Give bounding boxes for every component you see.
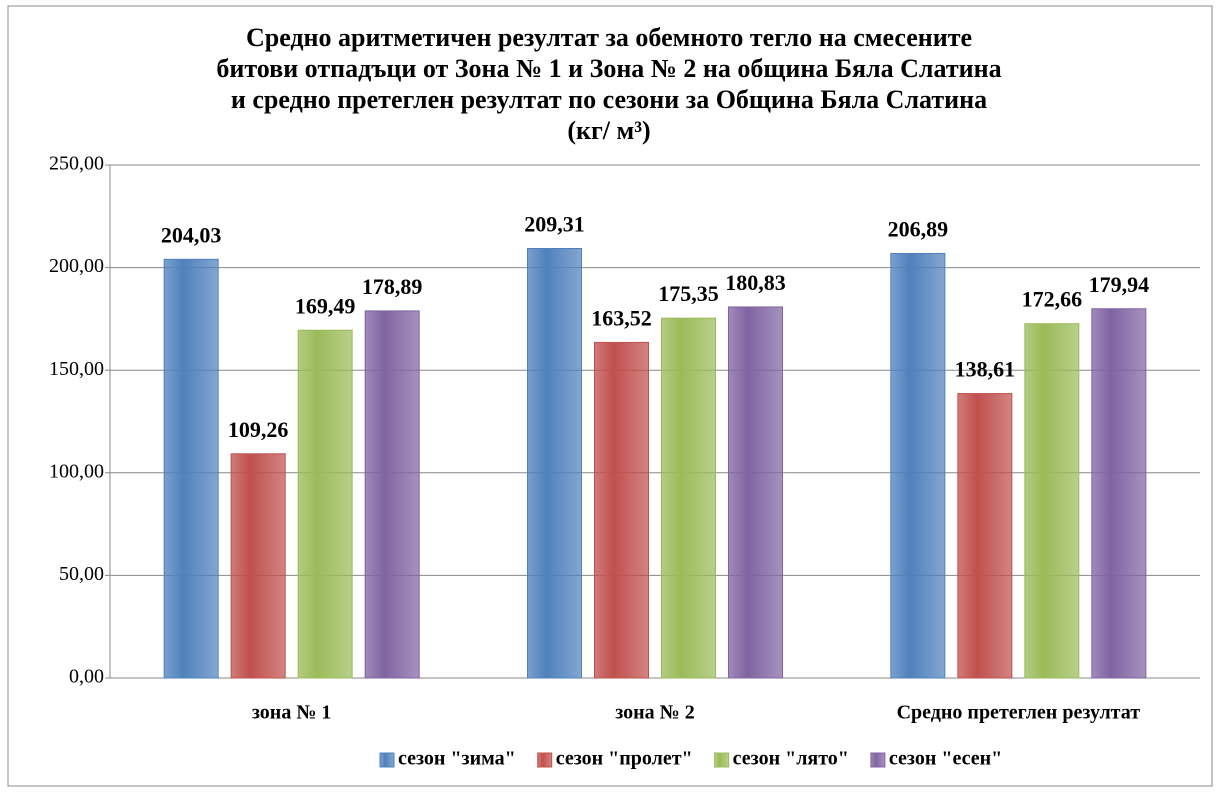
bar xyxy=(661,317,716,679)
bar xyxy=(230,453,286,679)
bar xyxy=(1091,308,1147,679)
data-label: 178,89 xyxy=(362,274,423,299)
legend-swatch xyxy=(870,752,886,768)
data-label: 204,03 xyxy=(161,222,222,247)
legend-label: сезон "зима" xyxy=(398,748,516,770)
y-tick-label: 100,00 xyxy=(49,460,104,482)
x-tick-label: зона № 2 xyxy=(615,702,695,724)
bar xyxy=(364,310,420,679)
data-label: 206,89 xyxy=(888,217,949,242)
bar xyxy=(957,393,1013,679)
legend-swatch xyxy=(714,752,730,768)
bar xyxy=(297,329,353,679)
y-tick-label: 150,00 xyxy=(49,358,104,380)
data-label: 163,52 xyxy=(591,306,652,331)
data-label: 179,94 xyxy=(1089,272,1150,297)
x-tick-label: Средно претеглен резултат xyxy=(897,702,1141,724)
bar xyxy=(594,341,649,679)
y-tick-label: 50,00 xyxy=(59,563,104,585)
bar xyxy=(890,252,946,679)
legend-label: сезон "лято" xyxy=(733,748,849,770)
bar xyxy=(1024,323,1080,679)
x-tick-label: зона № 1 xyxy=(252,702,332,724)
y-tick-label: 0,00 xyxy=(69,666,104,688)
data-label: 175,35 xyxy=(658,281,719,306)
bar xyxy=(728,306,783,679)
data-label: 109,26 xyxy=(228,417,289,442)
legend-label: сезон "есен" xyxy=(889,748,1002,770)
data-label: 180,83 xyxy=(725,270,786,295)
data-label: 138,61 xyxy=(955,357,1016,382)
y-tick-label: 200,00 xyxy=(49,255,104,277)
legend-swatch xyxy=(537,752,553,768)
data-label: 172,66 xyxy=(1022,287,1083,312)
legend-label: сезон "пролет" xyxy=(556,748,693,770)
legend-swatch xyxy=(379,752,395,768)
data-label: 169,49 xyxy=(295,293,356,318)
bar xyxy=(163,258,219,679)
chart-title: Средно аритметичен резултат за обемното … xyxy=(216,23,1002,145)
y-tick-label: 250,00 xyxy=(49,153,104,175)
data-label: 209,31 xyxy=(524,212,585,237)
bar xyxy=(527,247,582,679)
